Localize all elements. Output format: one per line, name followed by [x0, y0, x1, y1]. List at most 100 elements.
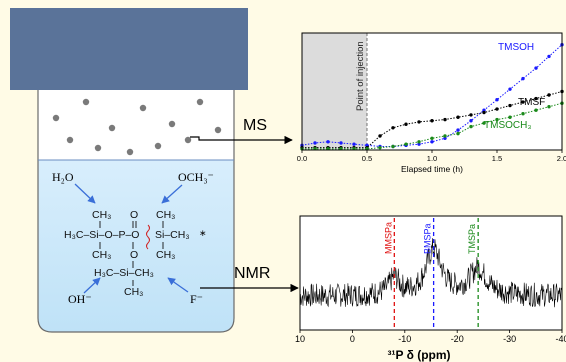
data-point	[417, 142, 421, 146]
data-point	[482, 110, 486, 115]
data-point	[378, 134, 382, 138]
x-tick-label: 0	[350, 334, 355, 344]
nmr-chart: MMSPa BMSPa TMSPa 10 0 -10 -20 -30 -40 ³¹P δ (ppm…	[295, 215, 566, 362]
reaction-vessel: H₂O OCH₃⁻ OH⁻ F⁻ CH₃ O CH₃ H₃C–Si–O–P–O …	[37, 90, 235, 333]
peak-label: TMSPa	[467, 224, 477, 254]
data-point	[430, 136, 434, 140]
x-tick-label: -20	[451, 334, 464, 344]
water-arrow	[74, 183, 96, 204]
gas-particle	[82, 98, 90, 106]
data-point	[547, 93, 551, 97]
data-point	[456, 131, 460, 136]
fluoride-arrow	[167, 277, 189, 293]
oxygen-top: O	[130, 209, 138, 221]
data-point	[430, 119, 434, 123]
nmr-x-axis-label: ³¹P δ (ppm)	[387, 348, 450, 362]
data-point	[404, 122, 408, 126]
series-label: TMSOH	[498, 42, 534, 53]
x-tick-label: 1.5	[492, 154, 502, 163]
data-point	[495, 117, 499, 122]
data-point	[456, 115, 460, 119]
data-point	[404, 142, 408, 146]
nmr-frame	[299, 215, 563, 331]
injection-label: Point of injection	[355, 41, 366, 111]
data-point	[534, 108, 538, 112]
ms-label: MS	[243, 117, 267, 134]
nmr-spectrum	[299, 238, 563, 308]
x-tick-label: 2.0	[557, 154, 566, 163]
injection-shade	[302, 33, 367, 150]
series-label: TMSF	[518, 97, 545, 108]
dagger-mark: ∗	[199, 228, 207, 238]
nmr-plot-area	[300, 216, 562, 330]
data-point	[469, 124, 473, 129]
data-point	[521, 112, 525, 116]
hydroxide-arrow	[83, 277, 101, 294]
ms-series-1	[300, 89, 564, 150]
reagent-fluoride: F⁻	[190, 292, 203, 306]
methyl-top-left: CH₃	[92, 209, 111, 221]
molecule-structure: CH₃ O CH₃ H₃C–Si–O–P–O Si–CH₃ ∗ CH₃ O CH…	[64, 209, 207, 298]
header-block	[10, 8, 248, 90]
data-point	[534, 96, 538, 101]
data-point	[482, 121, 486, 125]
gas-particle	[168, 120, 176, 128]
gas-particle	[154, 142, 162, 150]
gas-particle	[139, 104, 147, 112]
reagent-water: H₂O	[52, 170, 74, 184]
data-point	[391, 126, 395, 130]
methoxide-arrow	[161, 184, 183, 204]
x-tick-label: 1.0	[427, 154, 437, 163]
x-tick-label: -30	[503, 334, 516, 344]
data-point	[417, 120, 421, 124]
data-point	[378, 145, 382, 150]
x-tick-label: -40	[555, 334, 566, 344]
gas-particle	[184, 136, 192, 144]
x-tick-label: -10	[398, 334, 411, 344]
data-point	[547, 54, 551, 59]
gas-region	[38, 90, 234, 160]
series-line	[302, 91, 563, 149]
cleavage-mark	[146, 224, 150, 250]
gas-particle	[108, 124, 116, 132]
data-point	[508, 87, 512, 91]
data-point	[469, 119, 473, 123]
nmr-label: NMR	[234, 265, 270, 282]
data-point	[352, 142, 356, 146]
data-point	[326, 140, 330, 144]
data-point	[443, 117, 447, 122]
data-point	[365, 143, 369, 148]
data-point	[391, 144, 395, 149]
methyl-bottom: CH₃	[124, 286, 143, 298]
lower-silyl: H₃C–Si–CH₃	[94, 267, 154, 279]
data-point	[547, 105, 551, 109]
gas-particle	[66, 136, 74, 144]
x-tick-label: 0.0	[297, 154, 307, 163]
reagent-methoxide: OCH₃⁻	[178, 170, 214, 184]
data-point	[469, 113, 473, 117]
oxygen-mid: O	[130, 249, 138, 261]
gas-particle	[214, 126, 222, 134]
data-point	[508, 115, 512, 119]
methyl-mid-left: CH₃	[92, 249, 111, 261]
peak-label: MMSPa	[383, 222, 393, 254]
data-point	[430, 140, 434, 144]
vessel-outline	[37, 90, 235, 333]
series-label: TMSOCH₃	[484, 120, 531, 131]
data-point	[495, 107, 499, 111]
data-point	[456, 128, 460, 132]
gas-particle	[94, 144, 102, 152]
data-point	[521, 76, 525, 81]
x-tick-label: 0.5	[362, 154, 372, 163]
series-line	[302, 102, 563, 150]
data-point	[339, 141, 343, 145]
data-point	[508, 103, 512, 108]
data-point	[482, 108, 486, 112]
gas-particle	[52, 114, 60, 122]
gas-particle	[196, 98, 204, 106]
peak-label: BMSPa	[423, 223, 433, 254]
reagent-hydroxide: OH⁻	[68, 292, 92, 306]
data-point	[534, 66, 538, 70]
ms-x-axis-label: Elapsed time (h)	[401, 164, 463, 174]
